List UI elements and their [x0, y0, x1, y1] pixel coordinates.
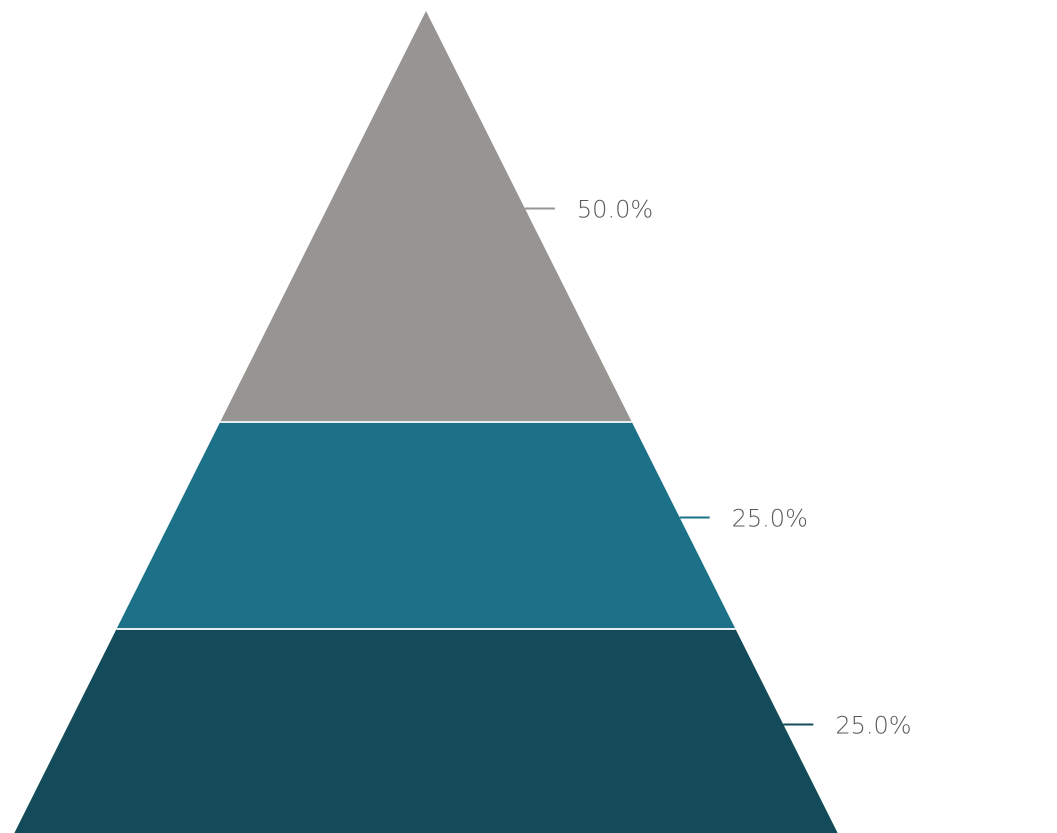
data-label: 25.0% — [732, 505, 808, 533]
data-label: 25.0% — [835, 712, 911, 740]
pyramid-segment-middle — [117, 422, 736, 629]
pyramid-segment-top — [220, 11, 632, 422]
pyramid-segment-bottom — [13, 629, 839, 833]
data-label: 50.0% — [577, 196, 653, 224]
